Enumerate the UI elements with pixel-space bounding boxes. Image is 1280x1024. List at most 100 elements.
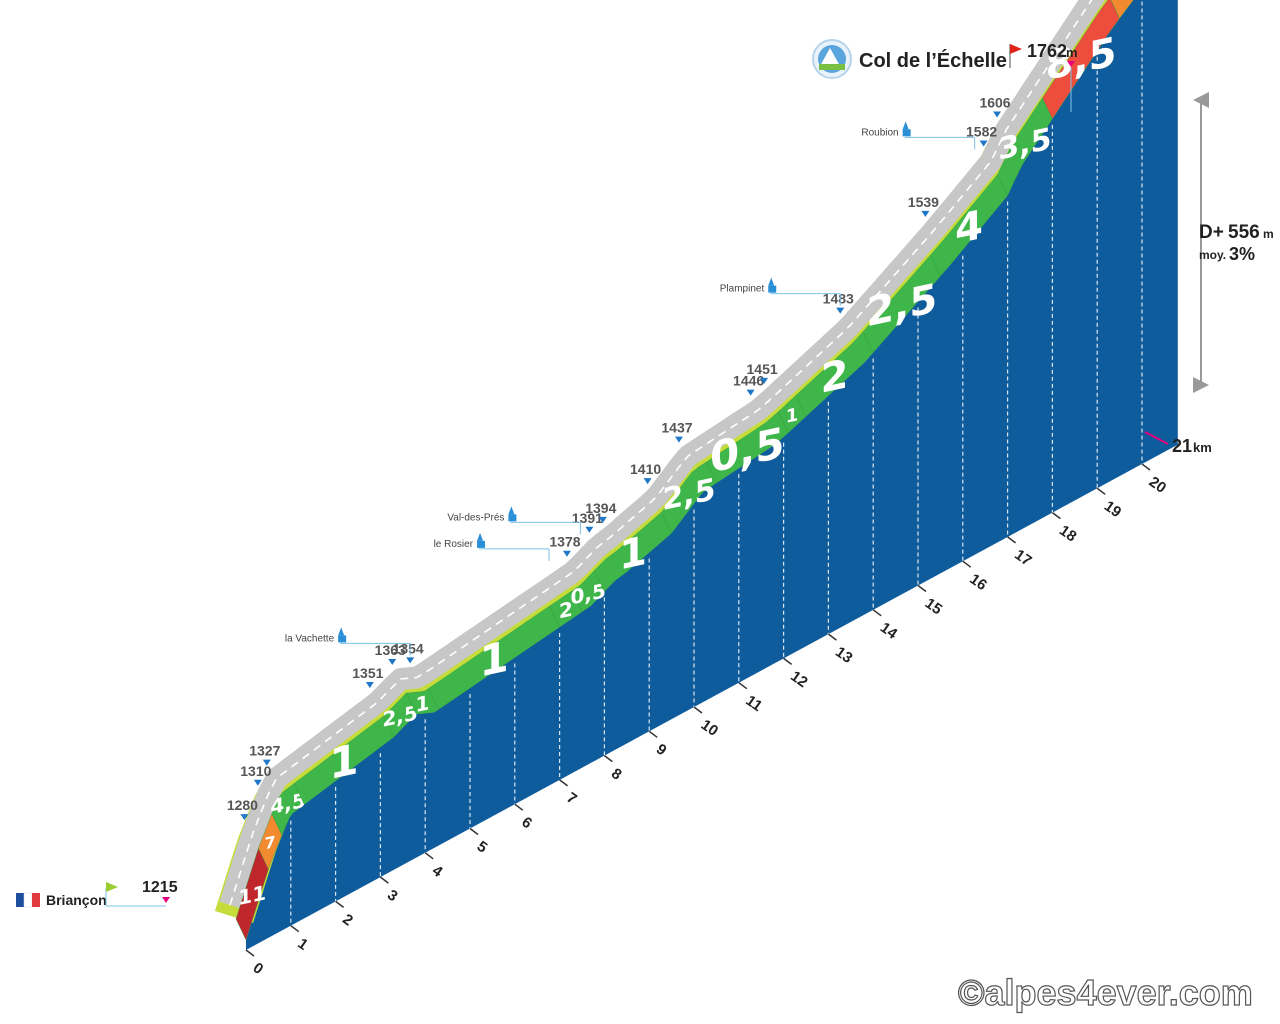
km-tick-label: 11 <box>743 692 766 715</box>
altitude-label: 1354 <box>393 640 424 656</box>
place-labels: la Vachette le Rosier Val-des-Prés Plampine… <box>285 121 976 656</box>
gain-unit: m <box>1263 227 1274 241</box>
km-tick <box>1141 463 1151 471</box>
km-tick-label: 7 <box>563 789 580 808</box>
summit-unit: m <box>1066 45 1078 60</box>
start-flag-icon <box>106 882 118 892</box>
gradient-label: 2 <box>559 597 573 624</box>
place-name: Roubion <box>861 127 898 138</box>
km-tick <box>917 584 927 593</box>
altitude-pointer-icon <box>240 814 249 821</box>
france-flag-red <box>32 893 40 907</box>
elevation-summary: D+ 556 m moy. 3% 21 km <box>1144 92 1274 456</box>
km-tick-label: 19 <box>1101 498 1124 521</box>
altitude-label: 1410 <box>630 461 661 477</box>
km-tick-label: 17 <box>1011 546 1034 569</box>
km-tick-label: 16 <box>967 571 990 594</box>
summit-flag-icon <box>1010 44 1022 54</box>
church-icon <box>338 627 347 643</box>
km-tick <box>962 560 972 568</box>
gradient-segment <box>1042 0 1120 120</box>
km-tick <box>559 779 569 787</box>
km-tick <box>1096 487 1106 495</box>
altitude-label: 1280 <box>227 797 258 813</box>
church-icon <box>477 532 486 548</box>
altitude-pointer-icon <box>365 682 374 689</box>
altitude-pointer-icon <box>585 526 594 533</box>
place-name: Plampinet <box>720 284 765 295</box>
church-icon <box>902 121 911 137</box>
altitude-label: 1378 <box>549 534 580 550</box>
km-tick <box>379 876 389 884</box>
altitude-pointer-icon <box>746 389 755 396</box>
gradient-label: 1 <box>329 735 358 790</box>
km-tick <box>514 803 524 811</box>
km-tick <box>603 754 613 763</box>
km-tick-label: 5 <box>474 838 491 857</box>
gradient-label: 1 <box>619 526 647 579</box>
avg-prefix: moy. <box>1199 248 1226 262</box>
km-tick-label: 18 <box>1056 522 1079 545</box>
km-tick-label: 6 <box>519 814 536 833</box>
km-tick <box>738 682 748 690</box>
start-pointer-icon <box>162 897 170 903</box>
km-tick <box>424 852 434 860</box>
km-tick <box>335 900 345 909</box>
altitude-pointer-icon <box>262 759 271 766</box>
altitude-pointer-icon <box>388 659 397 666</box>
altitude-pointer-icon <box>406 657 415 664</box>
profile-front-face <box>246 0 1178 950</box>
altitude-label: 1310 <box>240 763 271 779</box>
km-tick-label: 13 <box>832 643 855 666</box>
km-tick-label: 1 <box>295 935 312 954</box>
distance-tick <box>1144 431 1169 445</box>
altitude-label: 1606 <box>979 95 1010 111</box>
gradient-label: 1 <box>480 633 509 688</box>
start-name: Briançon <box>46 892 107 908</box>
altitude-pointer-icon <box>643 478 652 485</box>
km-tick-label: 14 <box>877 619 901 643</box>
altitude-label: 1394 <box>585 500 616 516</box>
summit-badge-grass <box>819 64 845 70</box>
gradient-label: 1 <box>786 404 799 427</box>
summit-altitude: 1762 <box>1027 41 1067 61</box>
gradient-label: 11 <box>238 880 266 910</box>
place-name: la Vachette <box>285 633 335 644</box>
summit-badge-mountain <box>820 48 840 66</box>
altitude-pointer-icon <box>921 210 930 217</box>
altitude-label: 1351 <box>352 665 383 681</box>
km-tick-label: 15 <box>922 595 945 618</box>
altitude-label: 1582 <box>966 123 997 139</box>
km-tick-label: 0 <box>250 959 267 978</box>
km-tick <box>872 609 882 617</box>
gradient-label: 4 <box>955 200 983 253</box>
altitude-pointer-icon <box>836 307 845 314</box>
gradient-label: 2 <box>821 349 849 402</box>
gradient-label: 7 <box>265 832 276 853</box>
start-marker: Briançon 1215 <box>16 879 178 908</box>
altitude-pointer-icon <box>598 516 607 523</box>
altitude-pointer-icon <box>562 550 571 557</box>
church-icon <box>508 506 517 522</box>
altitude-label: 1446 <box>733 373 764 389</box>
km-tick-label: 9 <box>653 741 670 760</box>
km-tick <box>693 706 703 714</box>
km-tick <box>1007 536 1017 544</box>
altitude-pointer-icon <box>993 111 1002 118</box>
km-tick <box>827 633 837 641</box>
km-tick-label: 2 <box>339 911 356 930</box>
france-flag-icon <box>16 893 24 907</box>
altitude-label: 1539 <box>908 194 939 210</box>
km-tick-label: 3 <box>384 886 401 905</box>
profile-road <box>214 0 1130 924</box>
altitude-pointer-icon <box>979 140 988 147</box>
km-tick-label: 4 <box>429 862 446 881</box>
km-tick <box>245 949 255 957</box>
avg-value: 3% <box>1229 244 1255 264</box>
km-tick-label: 8 <box>608 765 625 784</box>
road-centerline <box>229 0 1093 906</box>
summit-pointer-icon <box>1067 61 1075 67</box>
place-name: Val-des-Prés <box>447 512 504 523</box>
altitude-label: 1451 <box>747 361 778 377</box>
